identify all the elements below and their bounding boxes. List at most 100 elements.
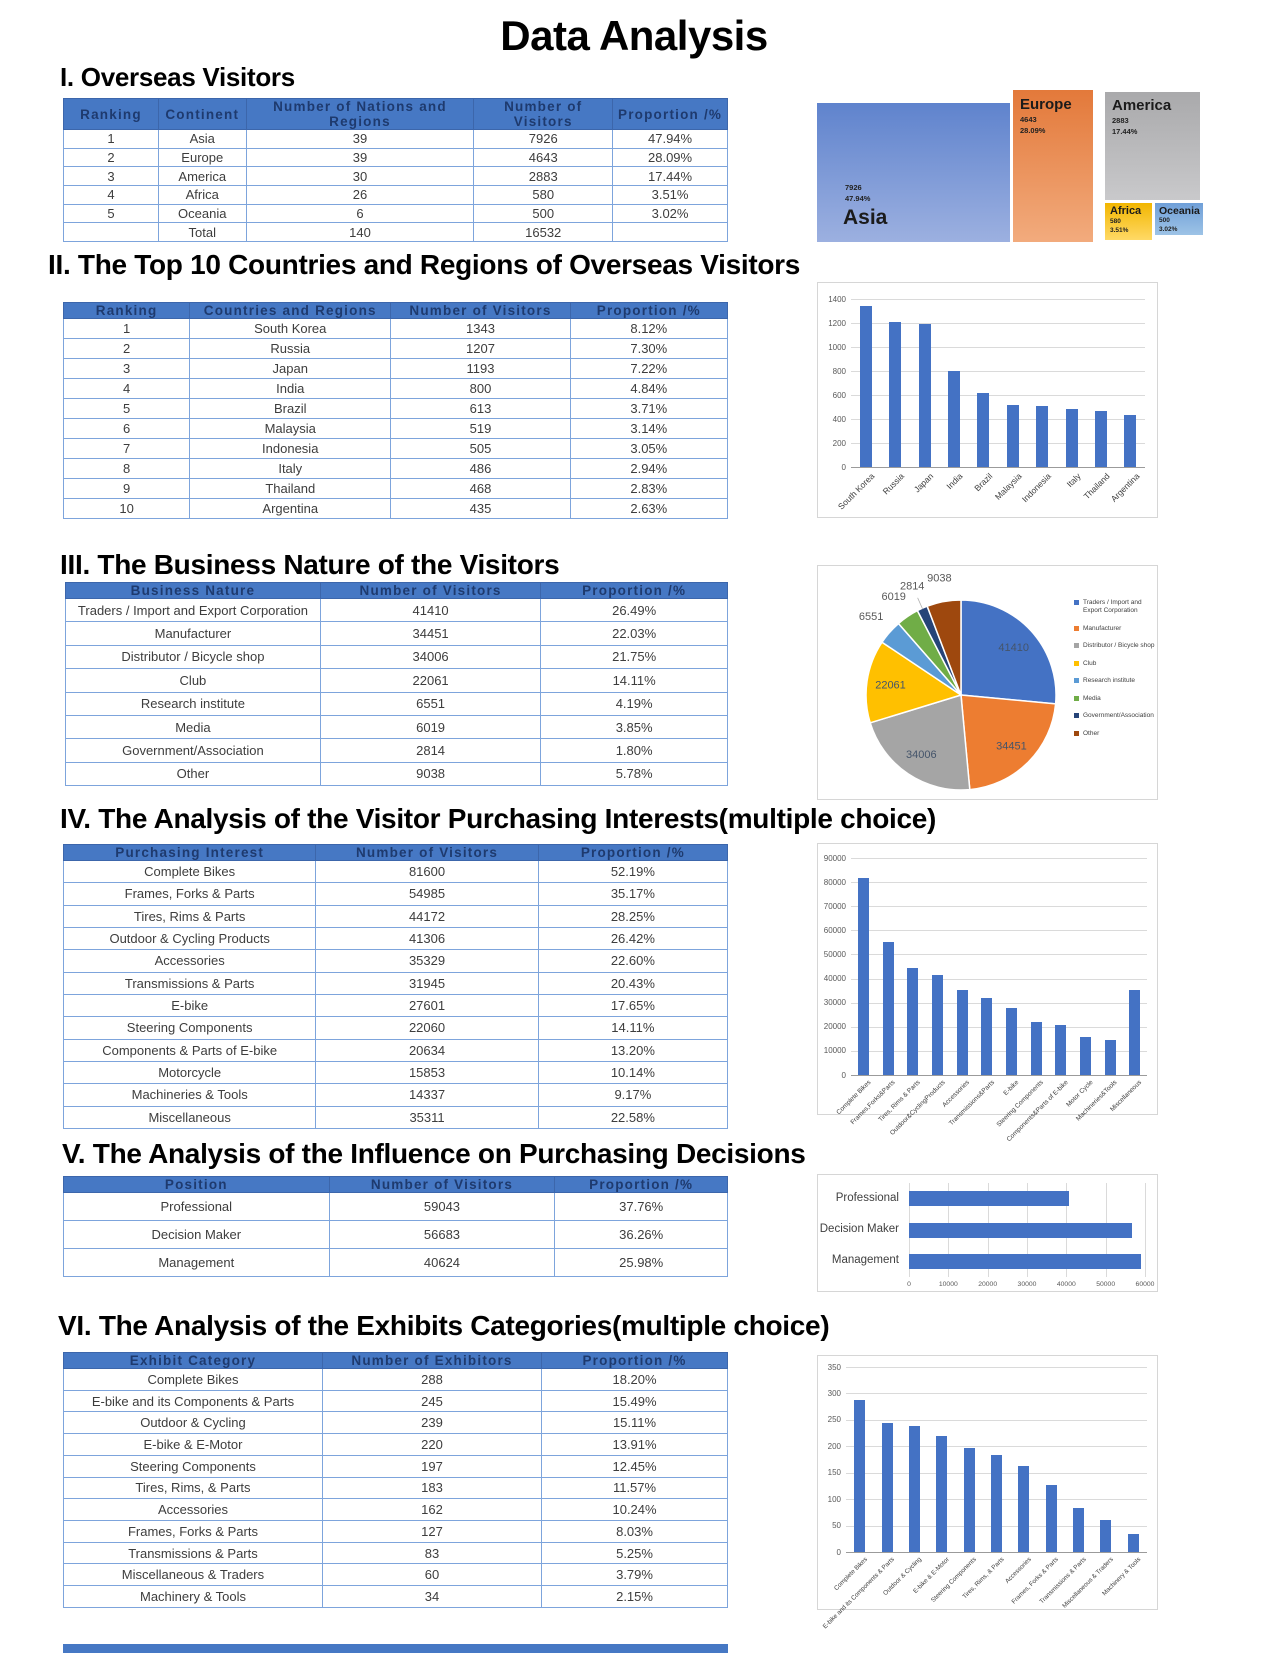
pie-slice — [960, 599, 1057, 705]
gridline — [846, 1446, 1147, 1448]
table-body: Complete Bikes 81600 52.19% Frames, Forks &… — [62, 859, 729, 1130]
x-axis-category-label: E-bike — [1002, 1079, 1021, 1097]
pie-data-label: 34451 — [996, 740, 1027, 752]
table-cell: Italy — [189, 458, 392, 479]
top10-countries-table: Ranking Countries and Regions Number of Vi… — [62, 302, 729, 519]
table-row: Miscellaneous & Traders 60 3.79% — [63, 1563, 728, 1587]
table-cell: 162 — [321, 1498, 543, 1522]
table-cell: America — [157, 166, 247, 186]
data-table: Business Nature Number of Visitors Proport… — [65, 582, 728, 787]
bar — [908, 1425, 920, 1552]
pie-slice — [869, 694, 971, 791]
table-cell: 220 — [321, 1433, 543, 1456]
column-header: Continent — [157, 98, 247, 130]
table-cell: 3.05% — [569, 438, 729, 459]
table-cell: 2883 — [473, 166, 614, 186]
page-title: Data Analysis — [500, 12, 768, 59]
table-cell: 21.75% — [540, 644, 728, 670]
bar — [1124, 414, 1137, 467]
table-cell: 435 — [390, 498, 571, 519]
table-cell: 1193 — [390, 358, 571, 379]
table-cell: Complete Bikes — [63, 1368, 323, 1391]
pie-data-label: 6551 — [859, 611, 883, 623]
x-axis-category-label: Japan — [912, 471, 936, 495]
table-row: Steering Components 197 12.45% — [63, 1454, 728, 1478]
section-4-heading: IV. The Analysis of the Visitor Purchasi… — [60, 803, 937, 834]
table-cell: 500 — [473, 203, 614, 224]
bar — [1045, 1484, 1057, 1552]
gridline — [851, 347, 1145, 348]
bar — [1005, 1008, 1017, 1075]
table-cell: Machineries & Tools — [62, 1083, 317, 1107]
exhibit-categories-table: Exhibit Category Number of Exhibitors Prop… — [63, 1352, 728, 1608]
treemap-block-africa: Africa 580 3.51% — [1105, 203, 1152, 240]
table-cell: Government/Association — [65, 738, 321, 763]
table-cell: Indonesia — [189, 438, 392, 459]
table-row: Components & Parts of E-bike 20634 13.20% — [62, 1038, 729, 1062]
purchasing-interests-bar-chart: 0 10000 20000 30000 40000 50000 60000 70000 8000… — [817, 843, 1158, 1143]
bar — [1094, 410, 1107, 467]
x-axis-tick-label: 0 — [907, 1281, 911, 1288]
table-cell: 22.60% — [537, 949, 729, 973]
table-cell: Africa — [157, 184, 247, 205]
treemap-value: 4643 — [1020, 115, 1037, 124]
table-cell: Outdoor & Cycling — [63, 1411, 323, 1435]
table-cell: 39 — [245, 129, 475, 149]
table-cell: 8.12% — [569, 318, 729, 339]
table-head: Ranking Countries and Regions Number of Vi… — [62, 302, 729, 319]
table-cell: 140 — [245, 222, 475, 242]
y-axis-tick-label: 0 — [841, 462, 846, 472]
table-cell: Frames, Forks & Parts — [63, 1520, 323, 1543]
table-cell: Oceania — [157, 203, 247, 224]
bar — [1018, 1466, 1030, 1552]
table-cell: Manufacturer — [65, 621, 321, 646]
table-cell: 81600 — [315, 859, 539, 884]
x-axis-tick-label: 20000 — [978, 1281, 998, 1288]
table-row: Transmissions & Parts 83 5.25% — [63, 1541, 728, 1565]
table-cell: 17.65% — [537, 993, 729, 1018]
table-cell: 4643 — [473, 147, 614, 168]
x-axis-line — [851, 467, 1145, 468]
column-header: Number of Exhibitors — [321, 1352, 543, 1369]
gridline — [851, 323, 1145, 324]
table-cell: Transmissions & Parts — [62, 971, 317, 995]
table-cell: 468 — [390, 478, 571, 499]
table-cell: 39 — [245, 147, 475, 168]
table-cell: 1207 — [390, 338, 571, 359]
table-cell: Japan — [189, 358, 392, 379]
gridline — [851, 419, 1145, 420]
table-cell: 15.49% — [541, 1389, 728, 1413]
legend-swatch — [1074, 625, 1079, 631]
table-row: Media 6019 3.85% — [65, 714, 728, 740]
table-cell: 3.71% — [569, 398, 729, 419]
treemap-pct: 3.02% — [1159, 225, 1178, 233]
table-cell: Malaysia — [189, 418, 392, 439]
bar — [1104, 1040, 1116, 1075]
x-axis-category-label: India — [944, 471, 965, 492]
table-cell: 54985 — [315, 882, 539, 906]
table-cell: 41306 — [315, 926, 539, 951]
x-axis-category-label: Thailand — [1081, 471, 1112, 502]
table-cell: 3.79% — [541, 1563, 728, 1587]
data-table: Exhibit Category Number of Exhibitors Prop… — [63, 1352, 728, 1608]
table-row: Management 40624 25.98% — [63, 1248, 728, 1277]
pie-slice — [865, 641, 962, 724]
x-axis-line — [846, 1552, 1147, 1553]
legend-item: Club — [1074, 660, 1156, 668]
table-cell: 40624 — [328, 1248, 556, 1277]
table-cell: 22061 — [319, 668, 542, 693]
table-cell: 6 — [245, 203, 475, 224]
gridline — [851, 954, 1147, 956]
table-cell: 25.98% — [554, 1248, 728, 1277]
table-cell: 1 — [63, 129, 159, 149]
table-cell: 183 — [321, 1476, 543, 1500]
table-cell: 12.45% — [541, 1454, 728, 1478]
gridline — [1145, 1183, 1146, 1277]
table-row: Miscellaneous 35311 22.58% — [62, 1105, 729, 1130]
column-header: Business Nature — [65, 582, 321, 599]
table-cell: 239 — [321, 1411, 543, 1435]
table-cell: Complete Bikes — [62, 859, 317, 884]
y-axis-tick-label: 50 — [832, 1521, 841, 1531]
bar — [936, 1435, 948, 1552]
table-row: Manufacturer 34451 22.03% — [65, 621, 728, 646]
